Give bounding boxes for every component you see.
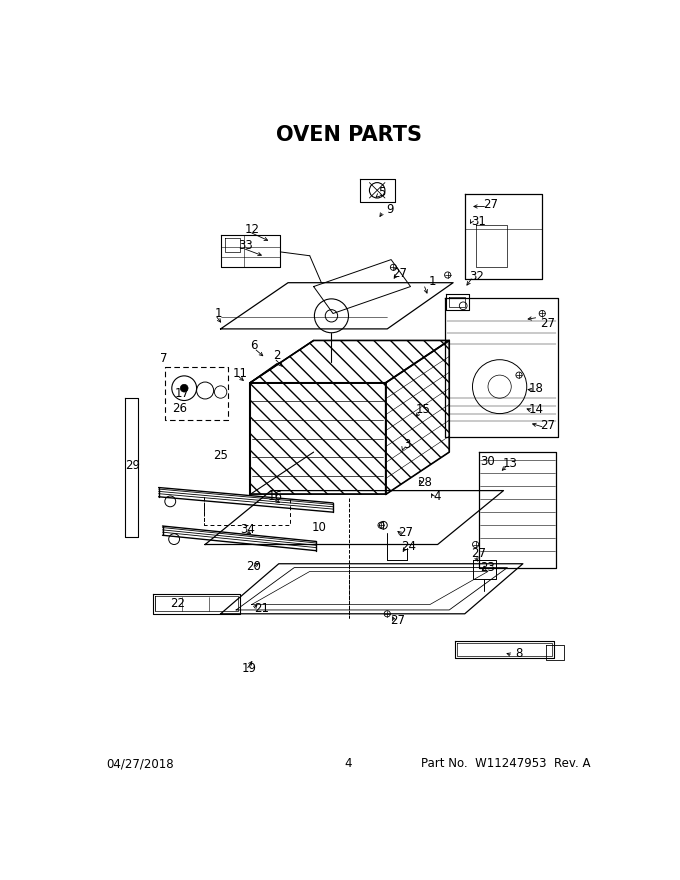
Text: 7: 7 <box>160 352 167 364</box>
Text: 6: 6 <box>250 340 258 352</box>
Text: 15: 15 <box>415 403 430 416</box>
Text: 29: 29 <box>126 459 141 473</box>
Text: 21: 21 <box>254 602 269 615</box>
Circle shape <box>180 385 188 392</box>
Text: 25: 25 <box>214 450 228 463</box>
Text: 27: 27 <box>483 198 498 210</box>
Text: 3: 3 <box>403 438 410 451</box>
Text: 9: 9 <box>386 203 393 216</box>
Text: 2: 2 <box>273 349 281 363</box>
Polygon shape <box>250 341 449 383</box>
Text: 24: 24 <box>401 540 415 554</box>
Text: 23: 23 <box>480 561 494 574</box>
Text: 27: 27 <box>540 420 555 432</box>
Text: OVEN PARTS: OVEN PARTS <box>275 125 422 145</box>
Text: 27: 27 <box>390 614 405 627</box>
Text: 8: 8 <box>515 648 523 660</box>
Text: 27: 27 <box>392 267 407 280</box>
Text: 1: 1 <box>428 275 436 288</box>
Text: 4: 4 <box>433 490 441 503</box>
Text: 33: 33 <box>238 239 253 253</box>
Text: 32: 32 <box>469 270 483 283</box>
Text: 19: 19 <box>242 662 257 675</box>
Text: 12: 12 <box>245 223 260 236</box>
Text: 27: 27 <box>471 547 486 561</box>
Text: 22: 22 <box>171 598 186 611</box>
Text: 14: 14 <box>528 403 543 416</box>
Polygon shape <box>386 341 449 495</box>
Polygon shape <box>250 383 386 495</box>
Text: 26: 26 <box>172 402 187 415</box>
Text: 27: 27 <box>398 526 413 539</box>
Text: 31: 31 <box>471 216 486 229</box>
Text: 5: 5 <box>378 186 386 199</box>
Text: 27: 27 <box>540 317 555 330</box>
Text: 10: 10 <box>311 521 326 534</box>
Text: 04/27/2018: 04/27/2018 <box>107 758 174 771</box>
Text: 30: 30 <box>480 455 494 468</box>
Text: 13: 13 <box>503 457 518 470</box>
Text: 17: 17 <box>175 387 190 400</box>
Text: 1: 1 <box>215 307 222 320</box>
Text: 4: 4 <box>345 758 352 771</box>
Text: 18: 18 <box>528 383 543 395</box>
Text: 34: 34 <box>240 523 255 536</box>
Text: 16: 16 <box>268 490 283 503</box>
Text: 20: 20 <box>247 560 261 573</box>
Text: 11: 11 <box>233 367 248 380</box>
Text: Part No.  W11247953  Rev. A: Part No. W11247953 Rev. A <box>421 758 590 771</box>
Text: 28: 28 <box>417 476 432 489</box>
